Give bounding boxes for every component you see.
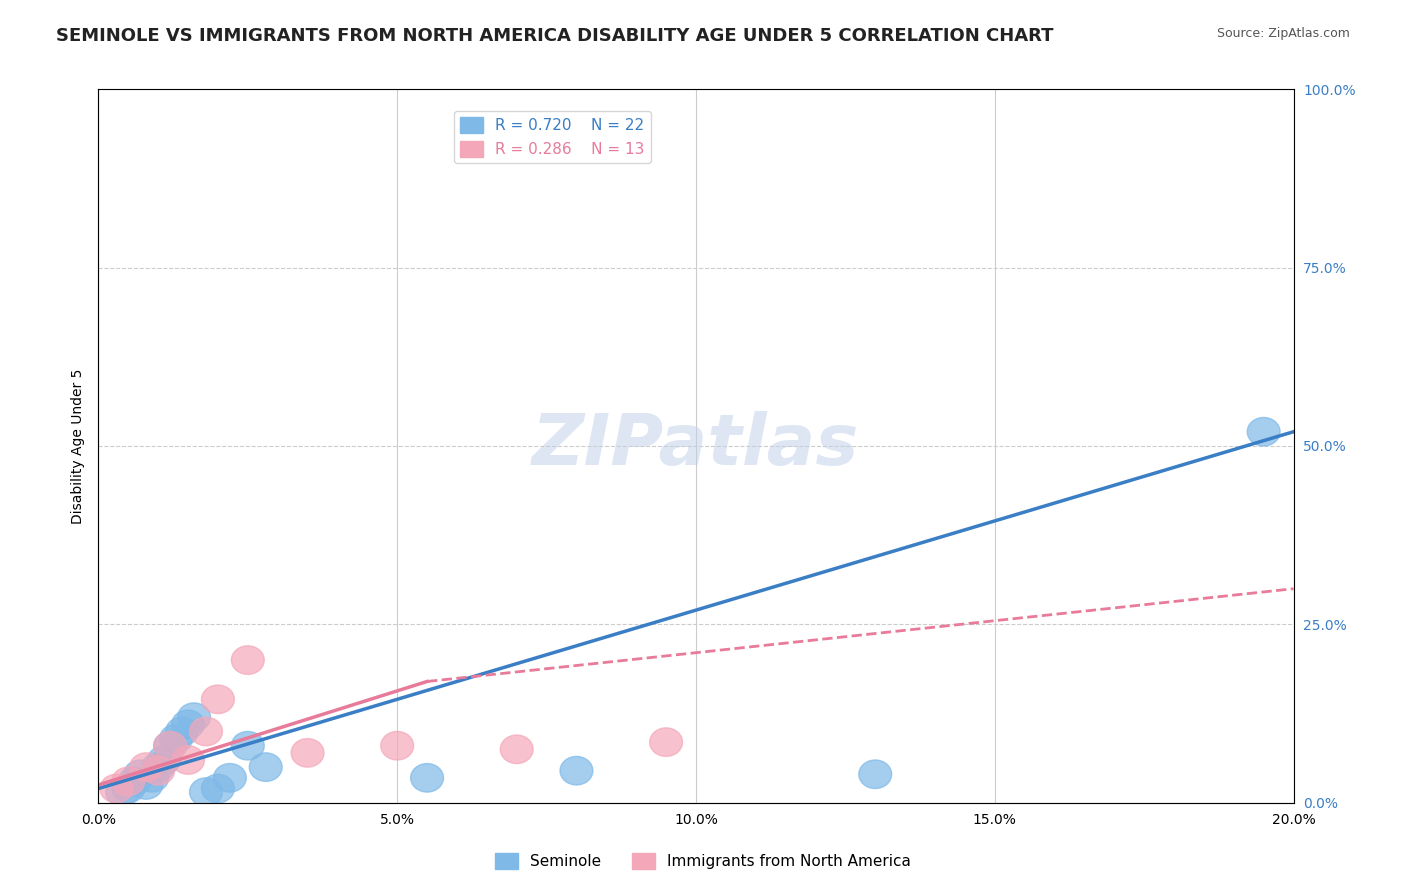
Ellipse shape — [411, 764, 443, 792]
Ellipse shape — [859, 760, 891, 789]
Legend: R = 0.720    N = 22, R = 0.286    N = 13: R = 0.720 N = 22, R = 0.286 N = 13 — [454, 112, 651, 163]
Ellipse shape — [201, 685, 235, 714]
Ellipse shape — [118, 767, 150, 796]
Ellipse shape — [105, 778, 139, 806]
Text: Source: ZipAtlas.com: Source: ZipAtlas.com — [1216, 27, 1350, 40]
Ellipse shape — [560, 756, 593, 785]
Y-axis label: Disability Age Under 5: Disability Age Under 5 — [70, 368, 84, 524]
Ellipse shape — [201, 774, 235, 803]
Ellipse shape — [148, 746, 180, 774]
Ellipse shape — [232, 646, 264, 674]
Ellipse shape — [381, 731, 413, 760]
Text: SEMINOLE VS IMMIGRANTS FROM NORTH AMERICA DISABILITY AGE UNDER 5 CORRELATION CHA: SEMINOLE VS IMMIGRANTS FROM NORTH AMERIC… — [56, 27, 1053, 45]
Ellipse shape — [136, 764, 169, 792]
Ellipse shape — [501, 735, 533, 764]
Ellipse shape — [124, 760, 156, 789]
Ellipse shape — [291, 739, 323, 767]
Ellipse shape — [142, 756, 174, 785]
Ellipse shape — [142, 753, 174, 781]
Ellipse shape — [177, 703, 211, 731]
Ellipse shape — [650, 728, 682, 756]
Ellipse shape — [166, 717, 198, 746]
Ellipse shape — [172, 746, 204, 774]
Ellipse shape — [160, 724, 193, 753]
Ellipse shape — [112, 767, 145, 796]
Text: ZIPatlas: ZIPatlas — [533, 411, 859, 481]
Ellipse shape — [172, 710, 204, 739]
Ellipse shape — [153, 731, 187, 760]
Ellipse shape — [129, 753, 163, 781]
Ellipse shape — [249, 753, 283, 781]
Ellipse shape — [153, 731, 187, 760]
Ellipse shape — [214, 764, 246, 792]
Ellipse shape — [100, 774, 132, 803]
Ellipse shape — [129, 771, 163, 799]
Ellipse shape — [232, 731, 264, 760]
Ellipse shape — [190, 778, 222, 806]
Ellipse shape — [112, 774, 145, 803]
Ellipse shape — [190, 717, 222, 746]
Ellipse shape — [1247, 417, 1279, 446]
Legend: Seminole, Immigrants from North America: Seminole, Immigrants from North America — [489, 847, 917, 875]
